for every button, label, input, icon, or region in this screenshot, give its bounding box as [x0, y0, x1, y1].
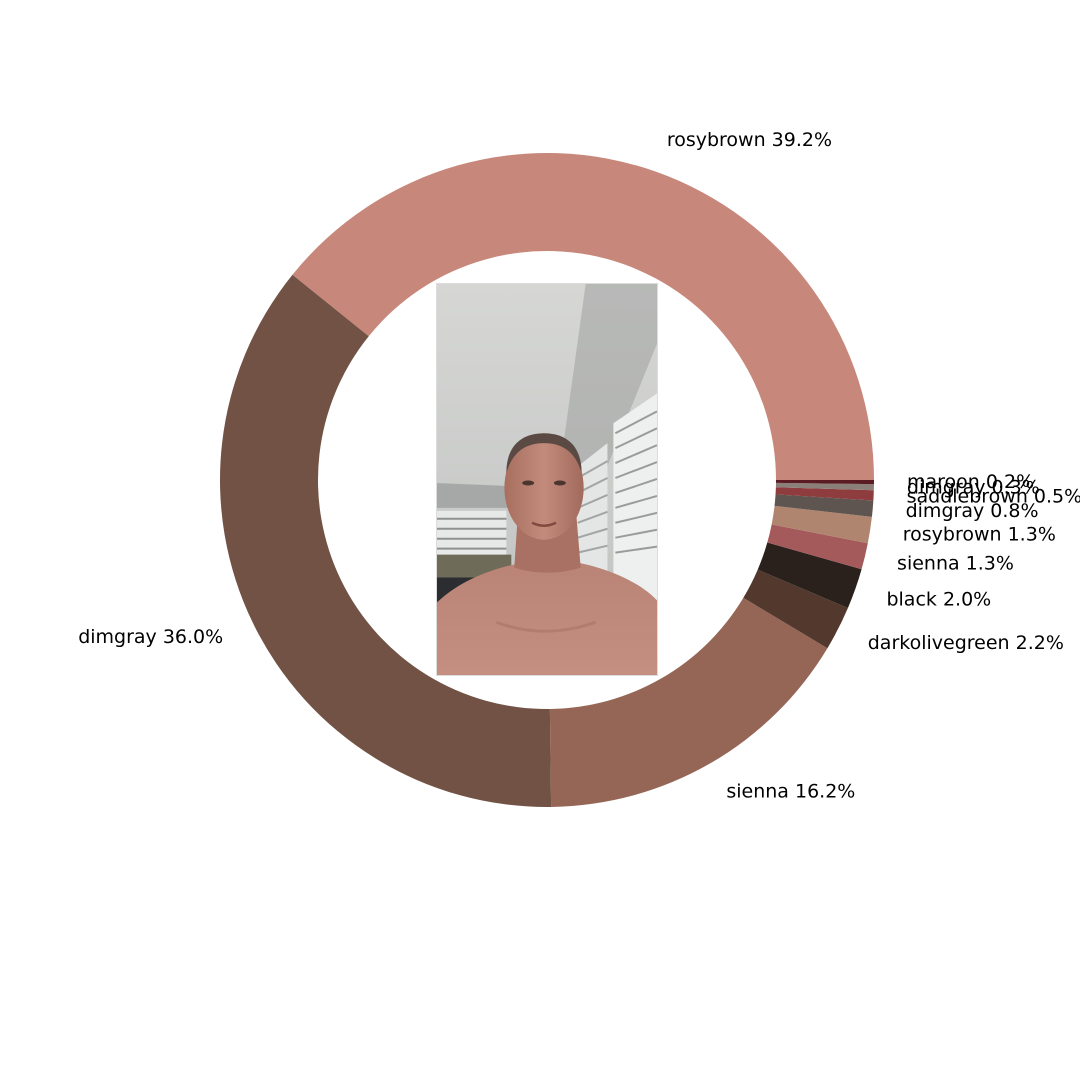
donut-slice-dimgray-1 [219, 274, 552, 807]
slice-label-dimgray-9: dimgray 0.3% [907, 476, 1040, 498]
donut-slices [219, 153, 874, 807]
donut-slice-black-4 [757, 542, 862, 608]
portrait-photo-icon [437, 284, 657, 675]
slice-label-saddlebrown-8: saddlebrown 0.5% [907, 485, 1080, 507]
slice-label-sienna-5: sienna 1.3% [897, 553, 1014, 575]
slice-label-dimgray-1: dimgray 36.0% [78, 626, 223, 648]
donut-slice-dimgray-7 [774, 494, 874, 517]
donut-slice-sienna-5 [767, 524, 868, 570]
donut-slice-dimgray-9 [775, 482, 874, 491]
donut-slice-maroon-10 [775, 480, 874, 485]
donut-slice-rosybrown-6 [771, 505, 872, 544]
donut-labels: rosybrown 39.2% dimgray 36.0% sienna 16.2%… [78, 129, 1080, 803]
slice-label-rosybrown-6: rosybrown 1.3% [903, 524, 1056, 546]
slice-label-rosybrown-0: rosybrown 39.2% [667, 129, 832, 151]
slice-label-maroon-10: maroon 0.2% [907, 471, 1034, 493]
slice-label-dimgray-7: dimgray 0.8% [906, 500, 1039, 522]
donut-slice-rosybrown-0 [292, 153, 874, 481]
slice-label-black-4: black 2.0% [886, 588, 991, 610]
donut-slice-sienna-2 [549, 597, 828, 807]
slice-label-darkolivegreen-3: darkolivegreen 2.2% [868, 632, 1064, 654]
center-portrait-photo [436, 283, 658, 676]
slice-label-sienna-2: sienna 16.2% [726, 781, 855, 803]
donut-slice-darkolivegreen-3 [743, 569, 848, 649]
donut-slice-saddlebrown-8 [775, 487, 874, 501]
